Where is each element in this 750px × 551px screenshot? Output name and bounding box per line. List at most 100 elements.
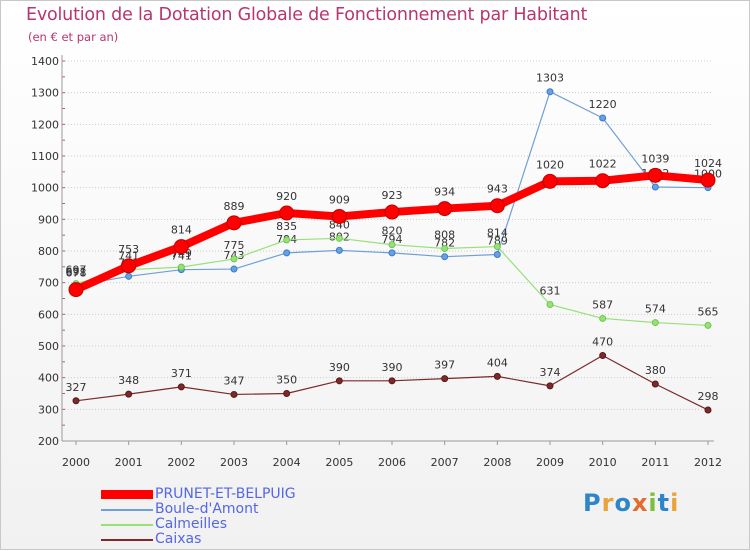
data-point (283, 390, 291, 397)
data-label: 1024 (694, 157, 722, 170)
data-label: 380 (645, 364, 666, 377)
data-label: 404 (487, 356, 508, 369)
legend-label: Calmeilles (155, 516, 228, 532)
data-point (388, 249, 396, 257)
data-label: 470 (592, 336, 613, 349)
data-label: 1039 (641, 152, 669, 165)
x-tick-label: 2005 (325, 456, 353, 469)
legend-swatch (101, 508, 153, 511)
data-label: 697 (66, 264, 87, 277)
data-label: 1303 (536, 72, 564, 85)
data-label: 753 (118, 243, 139, 256)
data-point (700, 172, 716, 188)
data-label: 920 (276, 190, 297, 203)
data-label: 298 (698, 390, 719, 403)
y-tick-label: 800 (38, 245, 59, 258)
y-tick-label: 200 (38, 435, 59, 448)
proxiti-logo: Proxiti (583, 489, 679, 517)
data-point (125, 272, 133, 280)
x-tick-label: 2010 (589, 456, 617, 469)
data-point (599, 314, 607, 322)
logo-letter: P (583, 489, 602, 517)
data-point (546, 88, 554, 96)
data-point (173, 239, 189, 255)
logo-letter: x (631, 489, 649, 517)
data-point (651, 380, 659, 388)
logo-letter: r (601, 489, 615, 517)
data-point (441, 253, 449, 261)
logo-letter: t (657, 489, 671, 517)
y-tick-label: 1100 (31, 150, 59, 163)
data-label: 835 (276, 220, 297, 233)
data-point (68, 282, 84, 298)
y-tick-label: 900 (38, 213, 59, 226)
data-label: 943 (487, 183, 508, 196)
data-label: 390 (329, 361, 350, 374)
data-label: 782 (434, 237, 455, 250)
x-tick-label: 2000 (62, 456, 90, 469)
x-tick-label: 2012 (694, 456, 722, 469)
data-label: 808 (434, 228, 455, 241)
data-label: 814 (171, 224, 192, 237)
y-tick-label: 1400 (31, 55, 59, 68)
y-tick-label: 1000 (31, 182, 59, 195)
data-label: 327 (66, 381, 87, 394)
legend-swatch (101, 523, 153, 526)
data-point (493, 372, 501, 380)
data-point (651, 183, 659, 191)
data-point (441, 244, 449, 252)
x-tick-label: 2006 (378, 456, 406, 469)
data-point (121, 258, 137, 274)
data-label: 678 (66, 267, 87, 280)
legend-item: Caixas (101, 532, 296, 547)
data-label: 741 (118, 250, 139, 263)
legend-label: Boule-d'Amont (155, 501, 259, 517)
data-point (125, 390, 133, 398)
data-point (331, 208, 347, 224)
data-point (651, 319, 659, 327)
legend: PRUNET-ET-BELPUIG Boule-d'Amont Calmeilles… (101, 487, 296, 547)
y-tick-label: 400 (38, 372, 59, 385)
x-tick-label: 2001 (115, 456, 143, 469)
data-label: 820 (382, 225, 403, 238)
logo-letter: i (670, 489, 680, 517)
data-point (542, 173, 558, 189)
data-point (230, 255, 238, 263)
chart-subtitle: (en € et par an) (28, 30, 119, 44)
data-point (230, 265, 238, 273)
data-label: 789 (487, 234, 508, 247)
data-point (489, 198, 505, 214)
y-tick-label: 300 (38, 403, 59, 416)
data-label: 889 (224, 200, 245, 213)
x-tick-label: 2003 (220, 456, 248, 469)
data-label: 371 (171, 367, 192, 380)
data-point (388, 241, 396, 249)
x-tick-label: 2007 (431, 456, 459, 469)
data-label: 347 (224, 374, 245, 387)
x-tick-label: 2009 (536, 456, 564, 469)
data-label: 934 (434, 186, 455, 199)
data-point (599, 352, 607, 359)
data-label: 923 (382, 189, 403, 202)
chart-title: Evolution de la Dotation Globale de Fonc… (26, 5, 588, 25)
logo-letter: o (614, 489, 632, 517)
data-point (595, 173, 611, 189)
data-label: 741 (171, 250, 192, 263)
data-point (388, 377, 396, 385)
y-tick-label: 1300 (31, 87, 59, 100)
data-label: 565 (698, 305, 719, 318)
data-point (493, 243, 501, 251)
y-tick-label: 500 (38, 340, 59, 353)
data-label: 1020 (536, 158, 564, 171)
legend-label: Caixas (155, 531, 202, 547)
data-label: 397 (434, 359, 455, 372)
y-tick-label: 600 (38, 308, 59, 321)
data-point (72, 397, 80, 405)
data-label: 775 (224, 239, 245, 252)
data-point (546, 301, 554, 309)
data-point (599, 114, 607, 122)
legend-label: PRUNET-ET-BELPUIG (155, 486, 296, 502)
x-tick-label: 2002 (167, 456, 195, 469)
